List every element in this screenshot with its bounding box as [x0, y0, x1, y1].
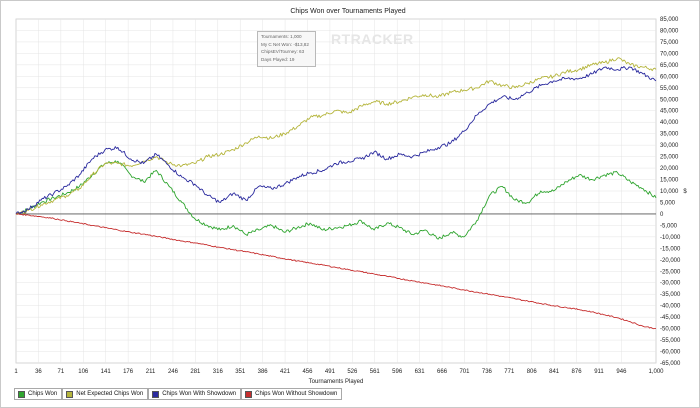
- y-axis-label: $: [683, 189, 687, 195]
- legend-item-with-showdown[interactable]: Chips Won With Showdown: [148, 388, 242, 400]
- y-tick-label: -65,000: [660, 361, 681, 367]
- x-tick-label: 281: [190, 369, 201, 375]
- legend-label: Chips Won Without Showdown: [255, 391, 338, 397]
- legend-swatch-net-expected: [66, 390, 74, 398]
- x-tick-label: 1,000: [648, 369, 664, 375]
- tooltip-line-chipsev: ChipsEV/Tourney: 63: [261, 49, 305, 55]
- legend-item-chips-won[interactable]: Chips Won: [14, 388, 63, 400]
- tooltip-line-tournaments: Tournaments: 1,000: [261, 34, 302, 39]
- x-tick-label: 701: [459, 369, 470, 375]
- y-tick-label: -5,000: [660, 223, 678, 229]
- grid: [15, 18, 657, 364]
- y-tick-label: -60,000: [660, 350, 681, 356]
- x-tick-label: 561: [370, 369, 381, 375]
- legend-label: Net Expected Chips Won: [76, 391, 144, 397]
- axes: 85,000 80,000 75,000 70,000 65,000 60,000 55,0…: [14, 17, 681, 375]
- y-tick-label: 5,000: [660, 200, 676, 206]
- x-tick-label: 596: [392, 369, 403, 375]
- x-tick-label: 771: [504, 369, 515, 375]
- y-tick-label: 45,000: [660, 109, 679, 115]
- y-tick-label: -40,000: [660, 304, 681, 310]
- series-line-chips-won-without-showdown: [15, 213, 656, 330]
- x-tick-label: 806: [527, 369, 538, 375]
- chart-title: Chips Won over Tournaments Played: [290, 8, 405, 15]
- x-tick-label: 351: [235, 369, 246, 375]
- series-lines: [15, 57, 657, 330]
- x-tick-label: 736: [482, 369, 493, 375]
- y-tick-label: -55,000: [660, 338, 681, 344]
- y-tick-label: 10,000: [660, 189, 679, 195]
- y-tick-label: 30,000: [660, 143, 679, 149]
- y-tick-label: 15,000: [660, 178, 679, 184]
- y-tick-label: 60,000: [660, 74, 679, 80]
- y-tick-label: 55,000: [660, 86, 679, 92]
- y-tick-label: -30,000: [660, 281, 681, 287]
- x-tick-label: 631: [415, 369, 426, 375]
- hover-tooltip: Tournaments: 1,000 My C Net Won: -$13,82…: [257, 31, 316, 67]
- watermark: RTRACKER: [331, 31, 414, 47]
- y-tick-label: 35,000: [660, 132, 679, 138]
- x-tick-label: 106: [78, 369, 89, 375]
- y-tick-label: 0: [660, 212, 664, 218]
- x-tick-label: 316: [213, 369, 224, 375]
- x-tick-label: 946: [616, 369, 627, 375]
- series-line-chips-won-with-showdown: [15, 66, 657, 215]
- y-tick-label: -15,000: [660, 246, 681, 252]
- x-tick-label: 421: [280, 369, 291, 375]
- x-tick-label: 36: [35, 369, 42, 375]
- tooltip-line-net-won: My C Net Won: -$13,82: [261, 41, 309, 47]
- series-line-net-expected-chips-won: [15, 57, 657, 215]
- y-tick-label: -10,000: [660, 235, 681, 241]
- x-tick-label: 526: [347, 369, 358, 375]
- x-tick-label: 71: [58, 369, 65, 375]
- legend-item-net-expected[interactable]: Net Expected Chips Won: [62, 388, 149, 400]
- x-tick-label: 911: [594, 369, 604, 375]
- x-tick-label: 491: [325, 369, 336, 375]
- x-tick-label: 841: [549, 369, 560, 375]
- y-tick-label: 25,000: [660, 155, 679, 161]
- y-tick-label: 65,000: [660, 63, 679, 69]
- y-tick-label: 85,000: [660, 17, 679, 23]
- x-tick-label: 1: [14, 369, 18, 375]
- x-axis-label: Tournaments Played: [309, 379, 364, 385]
- y-tick-label: -20,000: [660, 258, 681, 264]
- y-tick-label: 50,000: [660, 97, 679, 103]
- y-tick-label: 75,000: [660, 40, 679, 46]
- x-tick-label: 456: [302, 369, 313, 375]
- x-tick-label: 176: [123, 369, 134, 375]
- x-tick-label: 211: [146, 369, 156, 375]
- tooltip-line-days-played: Days Played: 19: [261, 56, 295, 62]
- y-tick-label: 80,000: [660, 28, 679, 34]
- legend-label: Chips Won With Showdown: [162, 391, 237, 397]
- legend-swatch-without-showdown: [245, 390, 253, 398]
- legend: Chips Won Net Expected Chips Won Chips W…: [14, 388, 343, 400]
- y-tick-label: 20,000: [660, 166, 679, 172]
- legend-label: Chips Won: [28, 391, 58, 397]
- y-tick-label: -25,000: [660, 269, 681, 275]
- y-tick-label: -50,000: [660, 327, 681, 333]
- x-tick-label: 246: [168, 369, 179, 375]
- x-tick-label: 386: [258, 369, 269, 375]
- y-tick-label: 70,000: [660, 51, 679, 57]
- x-tick-label: 876: [572, 369, 583, 375]
- x-tick-label: 141: [101, 369, 112, 375]
- y-tick-label: -35,000: [660, 292, 681, 298]
- legend-item-without-showdown[interactable]: Chips Won Without Showdown: [241, 388, 343, 400]
- y-tick-label: 40,000: [660, 120, 679, 126]
- legend-swatch-with-showdown: [152, 390, 160, 398]
- x-tick-label: 666: [437, 369, 448, 375]
- legend-swatch-chips-won: [18, 390, 25, 398]
- y-tick-label: -45,000: [660, 315, 681, 321]
